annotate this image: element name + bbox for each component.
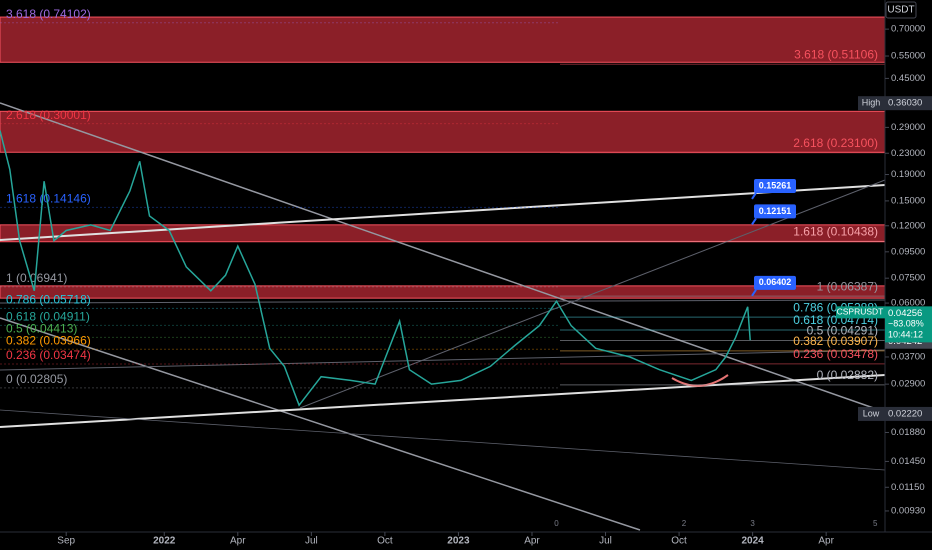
x-tick-label: Sep bbox=[57, 536, 75, 547]
high-label: High bbox=[862, 98, 881, 108]
y-tick-label: 0.02900 bbox=[891, 379, 925, 390]
x-tick-label: Apr bbox=[818, 536, 834, 547]
level-label: 0.5 (0.04413) bbox=[6, 321, 77, 335]
callout-label: 0.06402 bbox=[759, 277, 792, 287]
x-tick-label: Jul bbox=[599, 536, 612, 547]
y-tick-label: 0.01450 bbox=[891, 456, 925, 467]
countdown: 10:44:12 bbox=[888, 330, 923, 340]
y-tick-label: 0.29000 bbox=[891, 122, 925, 133]
callout-label: 0.15261 bbox=[759, 180, 792, 190]
y-tick-label: 0.06000 bbox=[891, 298, 925, 309]
zone bbox=[0, 224, 886, 243]
y-axis-panel bbox=[885, 0, 932, 550]
y-tick-label: 0.00930 bbox=[891, 505, 925, 516]
callout-label: 0.12151 bbox=[759, 206, 792, 216]
y-tick-label: 0.70000 bbox=[891, 24, 925, 35]
callout-box bbox=[754, 275, 796, 290]
last-price-box bbox=[885, 306, 932, 343]
event-marker: 2 bbox=[682, 519, 687, 528]
symbol: CSPRUSDT bbox=[837, 307, 884, 317]
zone bbox=[0, 110, 886, 153]
x-tick-label: Apr bbox=[524, 536, 540, 547]
level-label: 2.618 (0.30001) bbox=[6, 108, 91, 122]
level-label: 0.236 (0.03474) bbox=[6, 348, 91, 362]
currency-box[interactable] bbox=[885, 1, 917, 19]
x-tick-label: Oct bbox=[671, 536, 687, 547]
level-label: 1 (0.06941) bbox=[6, 271, 67, 285]
event-marker: 5 bbox=[873, 519, 878, 528]
y-tick-label: 0.45000 bbox=[891, 73, 925, 84]
currency: USDT bbox=[887, 5, 914, 16]
high-value: 0.36030 bbox=[888, 98, 922, 109]
level-label: 2.618 (0.23100) bbox=[793, 136, 878, 150]
low-marker bbox=[885, 406, 932, 421]
low-value: 0.02220 bbox=[888, 408, 922, 419]
level-label: 3.618 (0.74102) bbox=[6, 7, 91, 21]
x-tick-label: Jul bbox=[305, 536, 318, 547]
level-label: 1.618 (0.10438) bbox=[793, 225, 878, 239]
callout-pointer bbox=[751, 192, 757, 200]
zone bbox=[0, 16, 886, 63]
high-label-box bbox=[858, 96, 885, 111]
y-tick-label: 0.01150 bbox=[891, 482, 925, 493]
y-tick-label: 0.01880 bbox=[891, 427, 925, 438]
level-label: 0.236 (0.03478) bbox=[793, 347, 878, 361]
y-tick-label: 0.12000 bbox=[891, 220, 925, 231]
level-label: 0.382 (0.03907) bbox=[793, 334, 878, 348]
y-tick-label: 0.19000 bbox=[891, 169, 925, 180]
level-label: 0.618 (0.04911) bbox=[6, 310, 90, 324]
level-label: 0.5 (0.04291) bbox=[807, 324, 878, 338]
level-label: 0.382 (0.03966) bbox=[6, 333, 91, 347]
last-change: −83.08% bbox=[888, 319, 924, 329]
y-tick-label: 0.03700 bbox=[891, 351, 925, 362]
plot: 0.15261 0.12151 0.06402 bbox=[0, 130, 796, 407]
low-label-box bbox=[858, 406, 885, 421]
y-tick-label: 0.23000 bbox=[891, 148, 925, 159]
level-label: 0 (0.02882) bbox=[817, 368, 878, 382]
y-tick-label: 0.09500 bbox=[891, 246, 925, 257]
trend-lines bbox=[0, 102, 886, 531]
last-price: 0.04256 bbox=[888, 308, 922, 319]
event-marker: 3 bbox=[750, 519, 755, 528]
high-marker bbox=[885, 96, 932, 111]
level-label: 1 (0.06387) bbox=[817, 279, 878, 293]
x-tick-label: 2022 bbox=[153, 536, 176, 547]
level-label: 0 (0.02805) bbox=[6, 372, 67, 386]
event-marker: 0 bbox=[554, 519, 559, 528]
x-tick-label: Oct bbox=[377, 536, 393, 547]
callout-box bbox=[754, 178, 796, 193]
x-tick-label: Apr bbox=[230, 536, 246, 547]
symbol-box bbox=[836, 306, 885, 319]
fib-levels: 3.618 (0.74102) 2.618 (0.30001) 1.618 (0.1… bbox=[0, 7, 885, 389]
callout-box bbox=[754, 204, 796, 219]
y-tick-label: 0.15000 bbox=[891, 195, 925, 206]
x-tick-label: 2024 bbox=[741, 536, 764, 547]
axes: 0.70000 0.55000 0.45000 0.29000 0.23000 0.190… bbox=[57, 24, 932, 547]
price-line bbox=[0, 130, 751, 407]
y-tick-label: 0.07500 bbox=[891, 273, 925, 284]
y-tick-label: 0.55000 bbox=[891, 51, 925, 62]
low-label: Low bbox=[863, 408, 880, 418]
level-label: 1.618 (0.14146) bbox=[6, 192, 91, 206]
x-tick-label: 2023 bbox=[447, 536, 470, 547]
level-label: 3.618 (0.51106) bbox=[794, 47, 878, 61]
callout-pointer bbox=[751, 217, 757, 225]
callout-pointer bbox=[751, 289, 757, 297]
level-label: 0.786 (0.05718) bbox=[6, 293, 91, 307]
